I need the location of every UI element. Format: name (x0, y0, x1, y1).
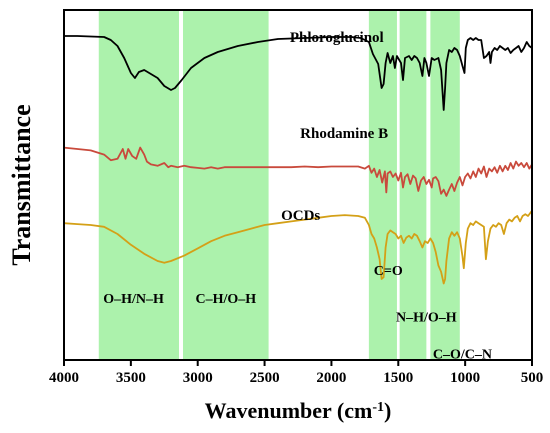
series-label-ocds: OCDs (281, 208, 320, 224)
peak-annotations: O–H/N–H C–H/O–H C=O N–H/O–H C–O/C–N (103, 264, 492, 363)
x-axis-title-sup: -1 (372, 400, 384, 415)
highlight-band-5 (430, 10, 460, 360)
x-tick-label: 2000 (316, 370, 346, 386)
spectra-lines (63, 35, 533, 285)
series-label-rhodamine-b: Rhodamine B (300, 126, 388, 142)
series-line-ocds (63, 210, 533, 285)
highlight-band-1 (98, 10, 179, 360)
y-axis-title: Transmittance (7, 104, 36, 265)
x-tick-label: 500 (521, 370, 544, 386)
x-axis-title: Wavenumber (cm-1) (205, 398, 392, 423)
highlight-band-2 (183, 10, 269, 360)
annotation-4: N–H/O–H (396, 310, 457, 325)
annotation-5: C–O/C–N (433, 348, 492, 363)
x-tick-label: 3000 (183, 370, 213, 386)
highlight-bands (98, 10, 460, 360)
x-axis-title-main: Wavenumber (cm (205, 398, 373, 423)
highlight-band-3 (368, 10, 397, 360)
series-line-phloroglucinol (64, 35, 533, 111)
x-tick-label: 4000 (49, 370, 79, 386)
x-axis-title-close: ) (384, 398, 391, 423)
annotation-3: C=O (374, 264, 403, 279)
x-axis-ticks: 4000 3500 3000 2500 2000 1500 1000 500 (49, 360, 543, 386)
series-line-rhodamine-b (63, 146, 533, 197)
annotation-2: C–H/O–H (195, 292, 256, 307)
x-tick-label: 1500 (383, 370, 413, 386)
x-tick-label: 2500 (250, 370, 280, 386)
x-tick-label: 1000 (450, 370, 480, 386)
plot-frame (63, 9, 533, 361)
series-label-phloroglucinol: Phloroglucinol (290, 30, 384, 46)
x-tick-label: 3500 (116, 370, 146, 386)
series-labels: Phloroglucinol Rhodamine B OCDs (281, 30, 388, 224)
annotation-1: O–H/N–H (103, 292, 164, 307)
